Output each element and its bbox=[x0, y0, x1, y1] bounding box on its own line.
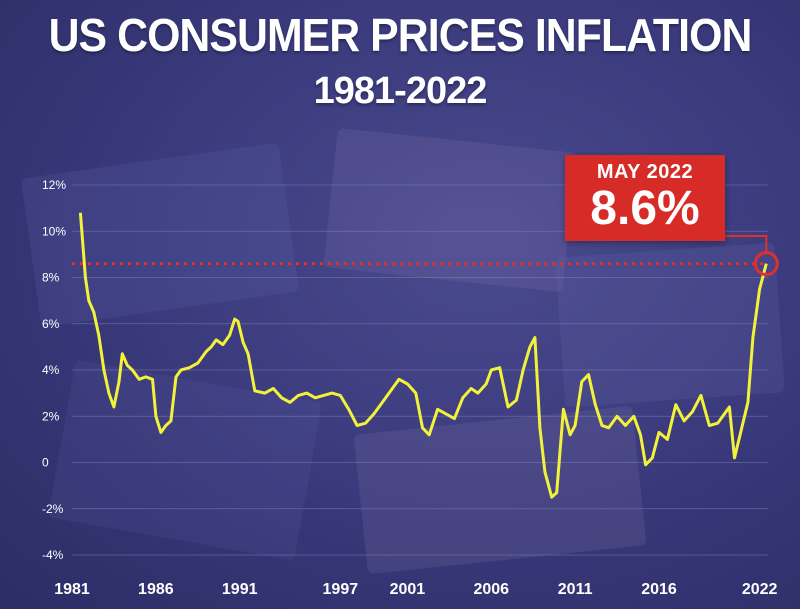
x-tick-label: 1981 bbox=[54, 581, 90, 598]
callout-label: MAY 2022 bbox=[596, 161, 694, 183]
y-tick-label: 4% bbox=[42, 363, 60, 377]
x-tick-label: 2006 bbox=[473, 581, 509, 598]
callout-box: MAY 2022 8.6% bbox=[565, 155, 725, 241]
page-title: US CONSUMER PRICES INFLATION bbox=[48, 9, 753, 61]
x-tick-label: 1997 bbox=[323, 581, 359, 598]
x-tick-label: 2022 bbox=[742, 581, 778, 598]
highlight-marker-may-2022 bbox=[753, 251, 779, 277]
y-tick-label: 0 bbox=[42, 456, 49, 470]
x-tick-label: 2011 bbox=[558, 581, 593, 598]
x-axis-ticks: 1981 1986 1991 1997 2001 2006 2011 2016 2022 bbox=[54, 581, 777, 598]
y-tick-label: -2% bbox=[42, 502, 64, 516]
y-tick-label: 2% bbox=[42, 409, 60, 423]
callout-value: 8.6% bbox=[590, 182, 700, 235]
page-subtitle: 1981-2022 bbox=[313, 70, 488, 112]
x-tick-label: 2001 bbox=[390, 581, 426, 598]
y-tick-label: 10% bbox=[42, 224, 66, 238]
y-tick-label: 12% bbox=[42, 178, 66, 192]
x-tick-label: 1991 bbox=[222, 581, 258, 598]
callout-leader-line bbox=[725, 235, 768, 253]
y-tick-label: -4% bbox=[42, 548, 64, 562]
y-axis-ticks: 12% 10% 8% 6% 4% 2% 0 -2% -4% bbox=[42, 178, 66, 562]
y-tick-label: 6% bbox=[42, 317, 60, 331]
inflation-series-line bbox=[78, 212, 768, 499]
chart-gridlines bbox=[72, 184, 768, 556]
x-tick-label: 1986 bbox=[138, 581, 174, 598]
y-tick-label: 8% bbox=[42, 271, 60, 285]
x-tick-label: 2016 bbox=[641, 581, 677, 598]
